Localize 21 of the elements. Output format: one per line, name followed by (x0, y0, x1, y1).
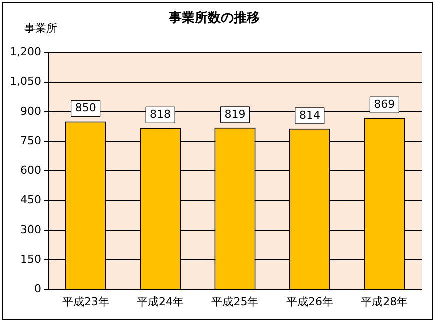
data-label: 814 (299, 108, 320, 122)
x-tick-label: 平成26年 (286, 295, 334, 308)
x-tick-label: 平成24年 (137, 295, 184, 308)
x-tick-label: 平成28年 (361, 295, 408, 308)
y-tick-label: 450 (20, 194, 42, 207)
data-label: 850 (75, 102, 96, 115)
chart-title: 事業所数の推移 (168, 10, 260, 26)
y-axis-title: 事業所 (24, 22, 58, 35)
y-tick-label: 750 (20, 134, 42, 148)
x-tick-label: 平成25年 (212, 295, 259, 308)
y-tick-label: 1,050 (10, 75, 42, 88)
y-tick-label: 900 (20, 104, 42, 118)
y-tick-label: 1,200 (10, 45, 42, 58)
data-label: 869 (374, 98, 396, 111)
y-tick-label: 0 (34, 282, 42, 296)
data-label: 819 (224, 108, 246, 121)
y-tick-label: 300 (20, 223, 42, 236)
x-tick-label: 平成23年 (62, 295, 110, 308)
y-tick-label: 150 (20, 253, 42, 266)
data-label: 818 (150, 108, 172, 121)
y-tick-label: 600 (20, 164, 42, 178)
